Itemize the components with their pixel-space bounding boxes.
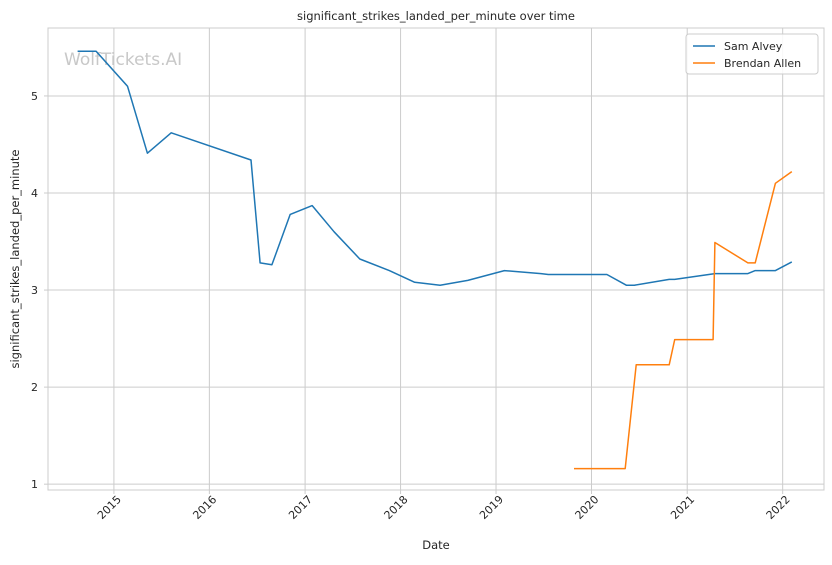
x-axis-label: Date (422, 538, 450, 552)
grid (48, 28, 824, 490)
x-tick-label: 2022 (764, 493, 793, 522)
x-tick-label: 2015 (95, 493, 124, 522)
x-tick-label: 2016 (190, 493, 219, 522)
x-axis-ticks: 2015 2016 2017 2018 2019 2020 2021 2022 (95, 490, 793, 522)
legend-label: Sam Alvey (724, 40, 783, 53)
series-line-2 (574, 170, 793, 470)
watermark: WolfTickets.AI (64, 50, 182, 70)
y-tick-label: 1 (31, 478, 38, 491)
y-tick-label: 4 (31, 187, 38, 200)
legend-label: Brendan Allen (724, 57, 801, 70)
x-tick-label: 2020 (573, 493, 602, 522)
chart-title: significant_strikes_landed_per_minute ov… (297, 9, 575, 23)
legend: Sam Alvey Brendan Allen (685, 33, 819, 75)
y-axis-ticks: 1 2 3 4 5 (31, 90, 48, 491)
legend-box (685, 33, 819, 75)
series-line-1 (77, 50, 793, 286)
x-tick-label: 2017 (286, 493, 315, 522)
plot-frame (47, 27, 825, 491)
y-axis-label: significant_strikes_landed_per_minute (8, 150, 22, 369)
y-tick-label: 2 (31, 381, 38, 394)
y-tick-label: 5 (31, 90, 38, 103)
series-layer (77, 50, 793, 470)
x-tick-label: 2019 (477, 493, 506, 522)
y-tick-label: 3 (31, 284, 38, 297)
x-tick-label: 2018 (382, 493, 411, 522)
x-tick-label: 2021 (668, 493, 697, 522)
